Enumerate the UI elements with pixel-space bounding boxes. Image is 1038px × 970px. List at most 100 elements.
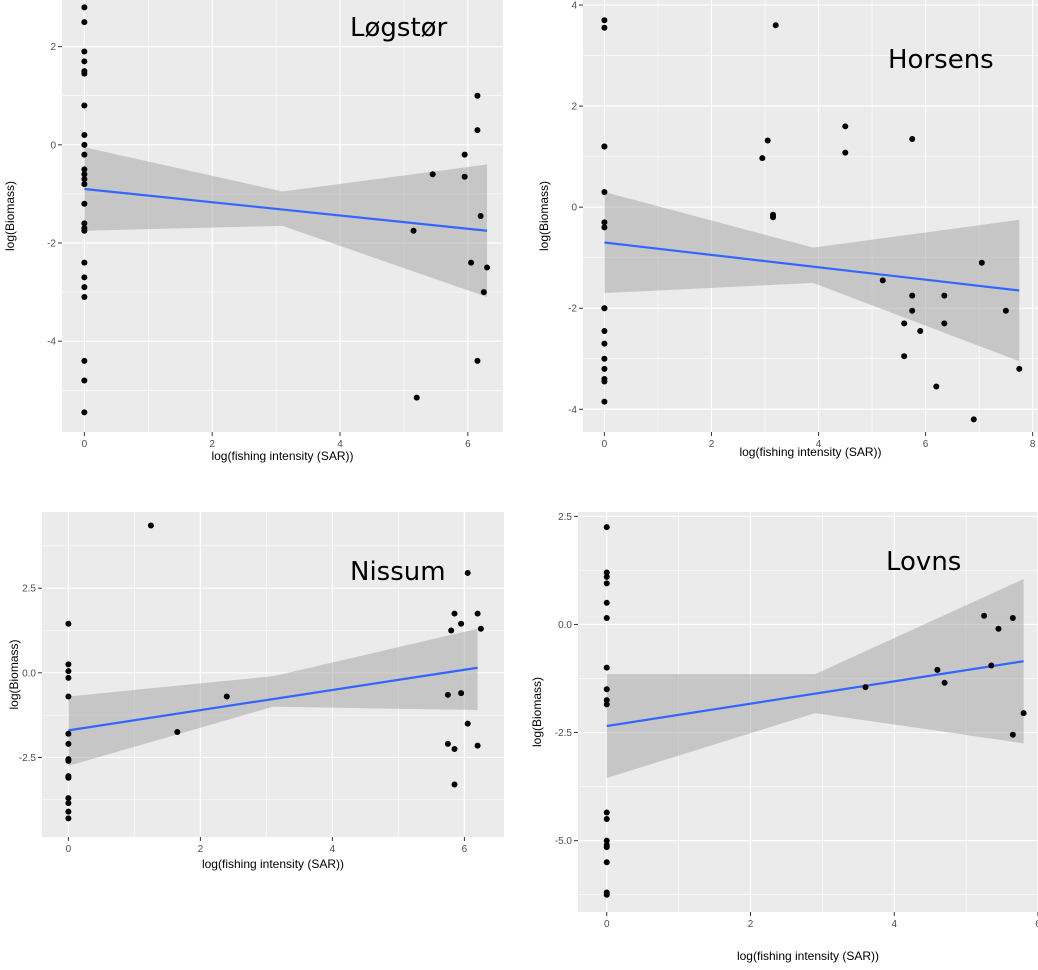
y-tick-label: 0.0 xyxy=(558,620,572,631)
data-point xyxy=(981,613,987,619)
data-point xyxy=(601,189,607,195)
data-point xyxy=(1016,366,1022,372)
data-point xyxy=(81,132,87,138)
data-point xyxy=(65,731,71,737)
site-label: Lovns xyxy=(886,547,961,577)
data-point xyxy=(979,260,985,266)
data-point xyxy=(81,58,87,64)
data-point xyxy=(1010,615,1016,621)
data-point xyxy=(81,294,87,300)
site-label: Løgstør xyxy=(350,13,448,43)
data-point xyxy=(224,694,230,700)
chart-panel-2: 0 2 4 6 8-4-2024Horsenslog(fishing intensity… xyxy=(537,0,1038,459)
chart-panel-4: 0 2 4 6 -5.0 -2.5 0.0 2.5 Lovns log(fishing inten… xyxy=(530,512,1038,963)
data-point xyxy=(81,228,87,234)
data-point xyxy=(842,123,848,129)
data-point xyxy=(604,580,610,586)
data-point xyxy=(863,684,869,690)
data-point xyxy=(604,810,610,816)
data-point xyxy=(452,746,458,752)
data-point xyxy=(65,668,71,674)
data-point xyxy=(462,174,468,180)
data-point xyxy=(601,378,607,384)
data-point xyxy=(81,103,87,109)
data-point xyxy=(65,809,71,815)
y-tick-label: 2.5 xyxy=(22,584,36,595)
data-point xyxy=(901,320,907,326)
data-point xyxy=(445,741,451,747)
data-point xyxy=(458,690,464,696)
y-tick-label: -5.0 xyxy=(555,836,573,847)
y-tick-label: -2 xyxy=(568,304,577,315)
y-tick-label: 0.0 xyxy=(22,668,36,679)
data-point xyxy=(601,366,607,372)
data-point xyxy=(933,384,939,390)
data-point xyxy=(604,859,610,865)
data-point xyxy=(65,758,71,764)
data-point xyxy=(81,49,87,55)
data-point xyxy=(604,574,610,580)
data-point xyxy=(452,782,458,788)
chart-panel-3: 0 2 4 6-2.50.02.5Nissumlog(fishing intensit… xyxy=(7,512,504,871)
data-point xyxy=(81,181,87,187)
y-tick-label: 2 xyxy=(50,42,56,53)
data-point xyxy=(601,399,607,405)
data-point xyxy=(411,228,417,234)
x-tick-label: 2 xyxy=(748,919,754,930)
data-point xyxy=(601,224,607,230)
x-axis-title: log(fishing intensity (SAR)) xyxy=(202,857,344,871)
y-tick-label: 0 xyxy=(571,203,577,214)
data-point xyxy=(604,844,610,850)
data-point xyxy=(65,661,71,667)
data-point xyxy=(604,600,610,606)
y-axis-title: log(Biomass) xyxy=(530,677,544,747)
data-point xyxy=(1003,308,1009,314)
data-point xyxy=(770,214,776,220)
data-point xyxy=(65,675,71,681)
x-axis-title: log(fishing intensity (SAR)) xyxy=(211,449,353,463)
data-point xyxy=(604,665,610,671)
y-tick-label: 0 xyxy=(50,140,56,151)
x-tick-label: 4 xyxy=(891,919,897,930)
y-tick-label: -2.5 xyxy=(555,728,573,739)
chart-panel-1: 0 2 4 6-4-202Løgstørlog(fishing intensity (… xyxy=(3,0,503,463)
data-point xyxy=(941,293,947,299)
data-point xyxy=(971,416,977,422)
x-axis-title: log(fishing intensity (SAR)) xyxy=(737,949,879,963)
data-point xyxy=(465,721,471,727)
data-point xyxy=(909,308,915,314)
data-point xyxy=(484,265,490,271)
y-tick-label: 2 xyxy=(571,102,577,113)
data-point xyxy=(452,611,458,617)
data-point xyxy=(65,621,71,627)
site-label: Horsens xyxy=(888,45,994,75)
x-tick-label: 8 xyxy=(1030,439,1036,450)
data-point xyxy=(995,626,1001,632)
data-point xyxy=(601,144,607,150)
data-point xyxy=(604,892,610,898)
data-point xyxy=(81,142,87,148)
data-point xyxy=(462,152,468,158)
data-point xyxy=(81,19,87,25)
x-tick-label: 4 xyxy=(330,844,336,855)
data-point xyxy=(601,328,607,334)
data-point xyxy=(81,4,87,10)
data-point xyxy=(604,686,610,692)
data-point xyxy=(759,155,765,161)
y-tick-label: 4 xyxy=(571,1,577,12)
data-point xyxy=(65,815,71,821)
data-point xyxy=(601,341,607,347)
data-point xyxy=(448,627,454,633)
data-point xyxy=(934,667,940,673)
data-point xyxy=(601,356,607,362)
x-tick-label: 2 xyxy=(198,844,204,855)
y-axis-title: log(Biomass) xyxy=(7,639,21,709)
data-point xyxy=(81,71,87,77)
data-point xyxy=(474,358,480,364)
data-point xyxy=(65,741,71,747)
y-tick-label: -4 xyxy=(568,405,577,416)
data-point xyxy=(478,626,484,632)
data-point xyxy=(465,570,471,576)
data-point xyxy=(474,127,480,133)
x-tick-label: 2 xyxy=(709,439,715,450)
